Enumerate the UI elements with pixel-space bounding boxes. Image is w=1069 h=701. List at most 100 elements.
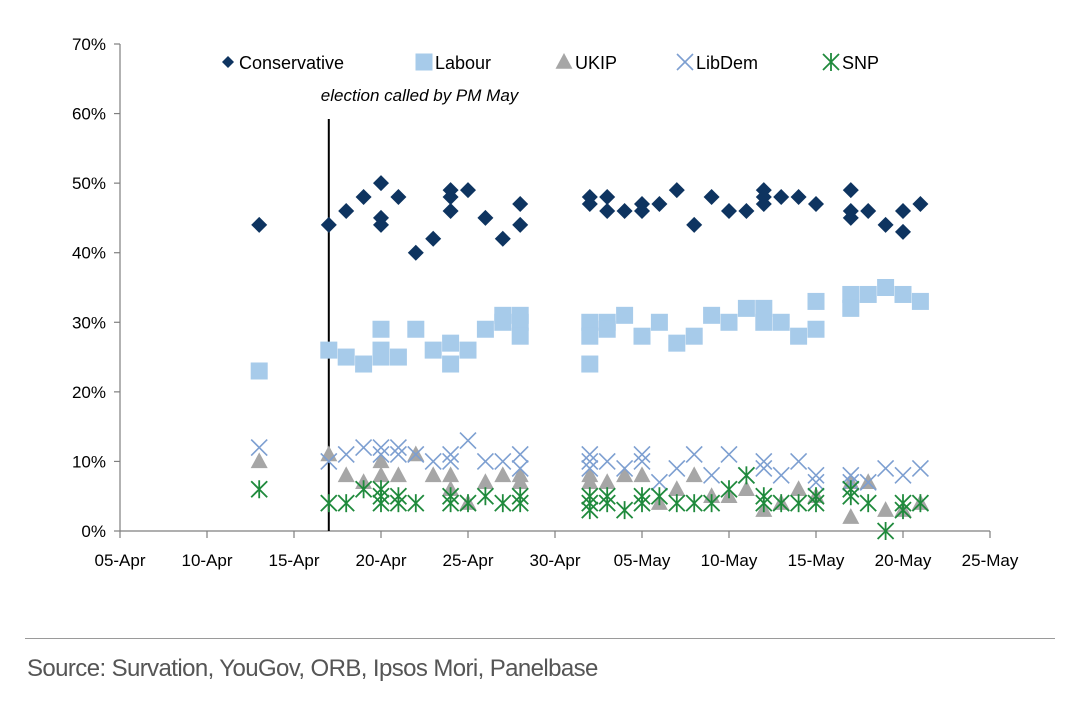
y-tick-label: 0% xyxy=(81,522,106,541)
snp-point xyxy=(668,494,686,513)
y-tick-label: 10% xyxy=(72,452,106,471)
libdem-point xyxy=(442,445,460,464)
ukip-point xyxy=(598,473,616,490)
snp-point xyxy=(633,494,651,513)
conservative-point xyxy=(686,216,703,233)
labour-point xyxy=(581,355,599,373)
ukip-point xyxy=(685,466,703,483)
ukip-point xyxy=(737,480,755,497)
conservative-point xyxy=(512,216,529,233)
labour-point xyxy=(337,348,355,366)
labour-point xyxy=(494,313,512,331)
legend-item-labour: Labour xyxy=(415,53,491,73)
legend-label: SNP xyxy=(842,53,879,73)
conservative-point xyxy=(895,223,911,240)
ukip-point xyxy=(511,473,529,490)
legend-label: UKIP xyxy=(575,53,617,73)
snp-point xyxy=(407,494,425,513)
conservative-point xyxy=(390,189,407,206)
labour-point xyxy=(581,313,599,331)
conservative-point xyxy=(877,216,894,233)
snp-point xyxy=(389,494,408,513)
ukip-point xyxy=(250,452,268,469)
labour-point xyxy=(407,320,425,338)
labour-point xyxy=(581,327,599,345)
y-tick-label: 30% xyxy=(72,313,106,332)
conservative-point xyxy=(721,202,737,219)
labour-point xyxy=(894,285,912,303)
libdem-point xyxy=(807,473,825,491)
election-called-label: election called by PM May xyxy=(321,86,520,105)
labour-point xyxy=(772,313,790,331)
snp-point xyxy=(859,494,877,513)
conservative-point xyxy=(738,202,755,219)
ukip-point xyxy=(389,466,407,483)
conservative-point xyxy=(599,202,616,219)
labour-point xyxy=(755,299,773,317)
snp-point xyxy=(320,494,338,513)
conservative-point xyxy=(842,182,859,199)
legend-label: Labour xyxy=(435,53,491,73)
labour-point xyxy=(372,320,390,338)
legend-marker xyxy=(822,53,840,71)
annotation-layer: election called by PM May xyxy=(321,86,520,531)
snp-point xyxy=(615,501,634,520)
conservative-point xyxy=(494,230,511,247)
labour-point xyxy=(859,285,877,303)
labour-point xyxy=(442,334,460,352)
conservative-point xyxy=(407,244,424,261)
snp-point xyxy=(789,494,808,513)
x-tick-label: 15-May xyxy=(788,551,845,570)
labour-point xyxy=(372,348,390,366)
snp-point xyxy=(685,494,703,513)
y-tick-label: 50% xyxy=(72,174,106,193)
ukip-point xyxy=(476,473,494,490)
libdem-point xyxy=(476,452,494,470)
x-tick-label: 20-Apr xyxy=(355,551,406,570)
conservative-point xyxy=(355,189,372,206)
labour-point xyxy=(476,320,494,338)
snp-point xyxy=(476,487,495,506)
x-tick-label: 05-Apr xyxy=(94,551,145,570)
conservative-point xyxy=(512,196,529,213)
legend-marker xyxy=(415,53,433,71)
labour-point xyxy=(720,313,738,331)
libdem-point xyxy=(790,452,808,470)
libdem-point xyxy=(459,431,477,450)
y-tick-label: 20% xyxy=(72,383,106,402)
snp-point xyxy=(250,480,268,499)
legend-marker xyxy=(222,56,234,68)
ukip-point xyxy=(616,466,634,483)
labour-point xyxy=(616,306,634,324)
x-axis: 05-Apr 10-Apr 15-Apr 20-Apr 25-Apr 30-Apr 05-M… xyxy=(94,530,1019,570)
snp-point xyxy=(720,480,738,499)
snp-point xyxy=(650,487,669,506)
conservative-point xyxy=(703,189,720,206)
conservative-point xyxy=(842,209,859,226)
conservative-point xyxy=(773,189,790,206)
snp-point xyxy=(894,501,912,520)
conservative-point xyxy=(668,182,685,199)
libdem-point xyxy=(511,445,529,464)
snp-point xyxy=(511,494,529,513)
libdem-point xyxy=(720,445,738,464)
legend-item-snp: SNP xyxy=(822,53,879,73)
conservative-point xyxy=(599,189,616,206)
ukip-point xyxy=(581,473,599,490)
ukip-point xyxy=(442,466,460,483)
labour-point xyxy=(511,313,529,331)
x-tick-label: 05-May xyxy=(614,551,671,570)
conservative-point xyxy=(338,202,355,219)
labour-point xyxy=(911,292,929,310)
conservative-point xyxy=(755,196,772,213)
snp-point xyxy=(876,522,895,540)
series-labour xyxy=(250,279,929,380)
conservative-point xyxy=(460,182,476,199)
libdem-point xyxy=(894,466,912,484)
libdem-point xyxy=(389,438,407,457)
x-tick-label: 15-Apr xyxy=(268,551,319,570)
ukip-point xyxy=(790,480,808,497)
labour-point xyxy=(842,285,860,303)
libdem-point xyxy=(859,473,877,491)
labour-point xyxy=(459,341,477,359)
